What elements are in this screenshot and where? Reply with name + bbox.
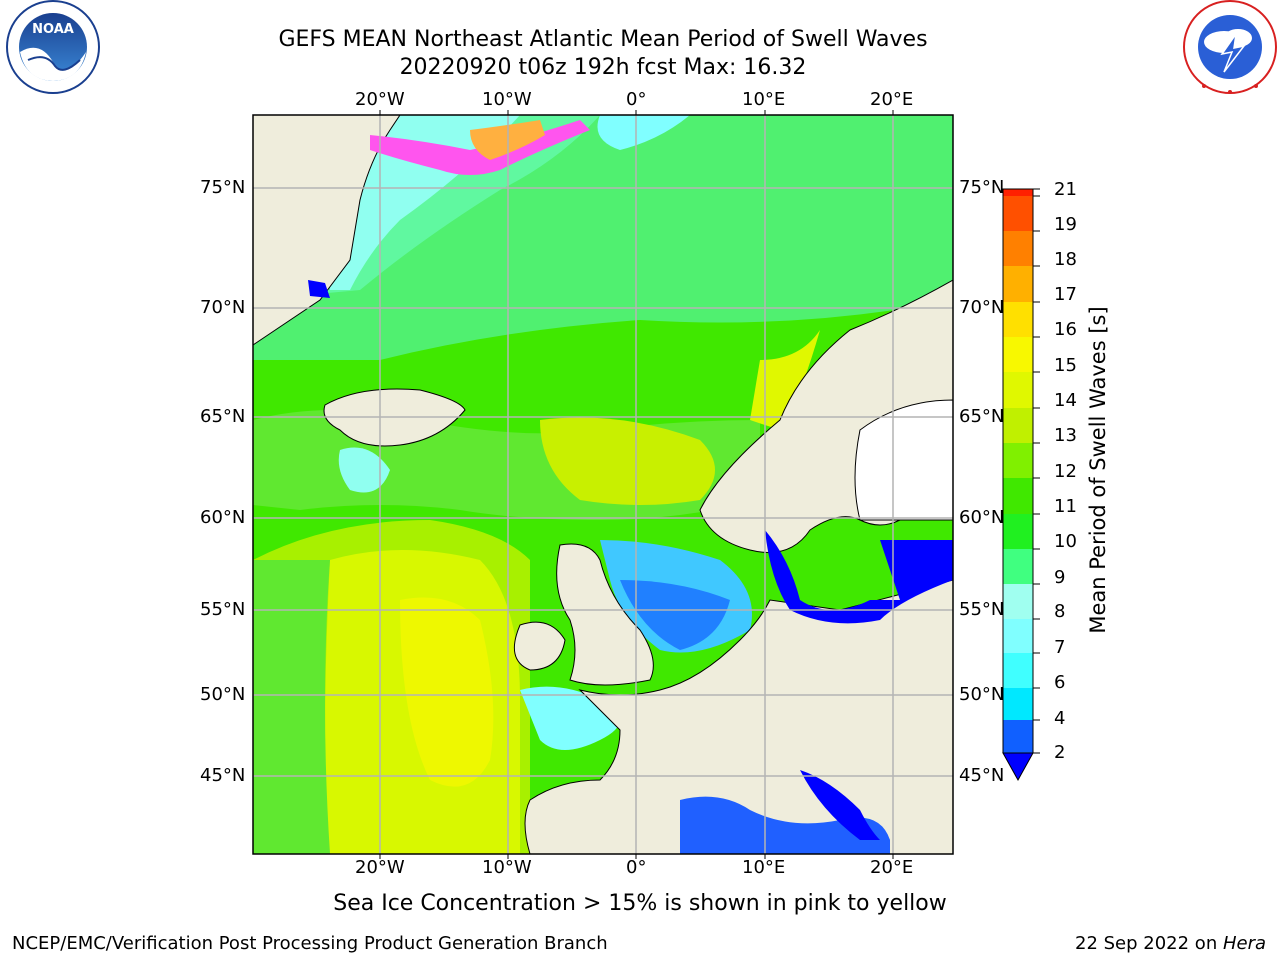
colorbar-segment-12 xyxy=(1003,443,1033,478)
lon-label-top: 10°E xyxy=(742,89,786,110)
colorbar-tick-label: 11 xyxy=(1054,496,1077,517)
lat-label-left: 65°N xyxy=(200,406,246,427)
graticule xyxy=(253,115,953,854)
map-frame xyxy=(252,114,954,855)
colorbar-segment-9 xyxy=(1003,549,1033,584)
lat-label-right: 55°N xyxy=(959,599,1005,620)
colorbar-tick-label: 8 xyxy=(1054,601,1066,622)
lat-label-right: 60°N xyxy=(959,507,1005,528)
map-panel xyxy=(253,115,953,854)
colorbar-segment-16 xyxy=(1003,302,1033,337)
lat-label-left: 55°N xyxy=(200,599,246,620)
colorbar-segment-2 xyxy=(1003,720,1033,753)
colorbar-tick-label: 6 xyxy=(1054,672,1066,693)
generation-date: 22 Sep 2022 on Hera xyxy=(1075,933,1266,954)
lon-label-top: 20°W xyxy=(355,89,405,110)
lon-label-bottom: 20°W xyxy=(355,857,405,878)
colorbar-segment-7 xyxy=(1003,619,1033,653)
colorbar-under-arrow xyxy=(1002,752,1034,782)
lat-label-left: 70°N xyxy=(200,297,246,318)
colorbar-segment-13 xyxy=(1003,408,1033,443)
colorbar-tick-label: 2 xyxy=(1054,742,1066,763)
noaa-logo-text: NOAA xyxy=(32,22,74,37)
colorbar-segment-8 xyxy=(1003,584,1033,619)
sea-ice-note: Sea Ice Concentration > 15% is shown in … xyxy=(333,891,947,916)
colorbar-tick-label: 13 xyxy=(1054,425,1077,446)
lon-label-top: 20°E xyxy=(870,89,914,110)
colorbar-segment-10 xyxy=(1003,514,1033,549)
colorbar-segment-17 xyxy=(1003,266,1033,302)
colorbar-frame xyxy=(1002,188,1034,754)
colorbar-segment-18 xyxy=(1003,231,1033,266)
colorbar-segment-19 xyxy=(1003,196,1033,231)
colorbar-label: Mean Period of Swell Waves [s] xyxy=(1086,306,1110,634)
lat-label-left: 45°N xyxy=(200,765,246,786)
lat-label-right: 75°N xyxy=(959,177,1005,198)
lon-label-bottom: 20°E xyxy=(870,857,914,878)
lon-label-bottom: 10°E xyxy=(742,857,786,878)
colorbar-segment-14 xyxy=(1003,372,1033,408)
lat-label-right: 65°N xyxy=(959,406,1005,427)
colorbar-tick-label: 10 xyxy=(1054,531,1077,552)
lat-label-right: 50°N xyxy=(959,684,1005,705)
colorbar-segment-6 xyxy=(1003,653,1033,688)
colorbar-tick-label: 12 xyxy=(1054,461,1077,482)
map-ticks xyxy=(379,110,894,859)
producer-credit: NCEP/EMC/Verification Post Processing Pr… xyxy=(12,933,608,954)
lat-label-left: 50°N xyxy=(200,684,246,705)
colorbar-tick-label: 17 xyxy=(1054,284,1077,305)
colorbar-segment-11 xyxy=(1003,478,1033,514)
lat-label-left: 60°N xyxy=(200,507,246,528)
colorbar-segment-20 xyxy=(1003,189,1033,196)
colorbar-tick-label: 4 xyxy=(1054,708,1066,729)
colorbar-tick-label: 7 xyxy=(1054,637,1066,658)
generation-system: Hera xyxy=(1222,933,1266,954)
lon-label-top: 10°W xyxy=(482,89,532,110)
colorbar xyxy=(1002,188,1040,782)
noaa-logo xyxy=(6,0,100,94)
colorbar-tick-label: 19 xyxy=(1054,214,1077,235)
colorbar-tick-label: 16 xyxy=(1054,319,1077,340)
colorbar-tick-label: 18 xyxy=(1054,249,1077,270)
nws-logo xyxy=(1183,0,1277,94)
colorbar-tick-label: 21 xyxy=(1054,179,1077,200)
colorbar-segment-4 xyxy=(1003,688,1033,720)
lat-label-right: 70°N xyxy=(959,297,1005,318)
chart-title-line2: 20220920 t06z 192h fcst Max: 16.32 xyxy=(399,55,807,80)
lon-label-bottom: 10°W xyxy=(482,857,532,878)
colorbar-tick-label: 15 xyxy=(1054,355,1077,376)
chart-title-line1: GEFS MEAN Northeast Atlantic Mean Period… xyxy=(278,27,928,52)
lon-label-top: 0° xyxy=(626,89,647,110)
colorbar-tick-label: 9 xyxy=(1054,567,1066,588)
colorbar-tick-label: 14 xyxy=(1054,390,1077,411)
colorbar-segment-15 xyxy=(1003,337,1033,372)
lon-label-bottom: 0° xyxy=(626,857,647,878)
lat-label-left: 75°N xyxy=(200,177,246,198)
generation-date-text: 22 Sep 2022 on xyxy=(1075,933,1223,954)
lat-label-right: 45°N xyxy=(959,765,1005,786)
